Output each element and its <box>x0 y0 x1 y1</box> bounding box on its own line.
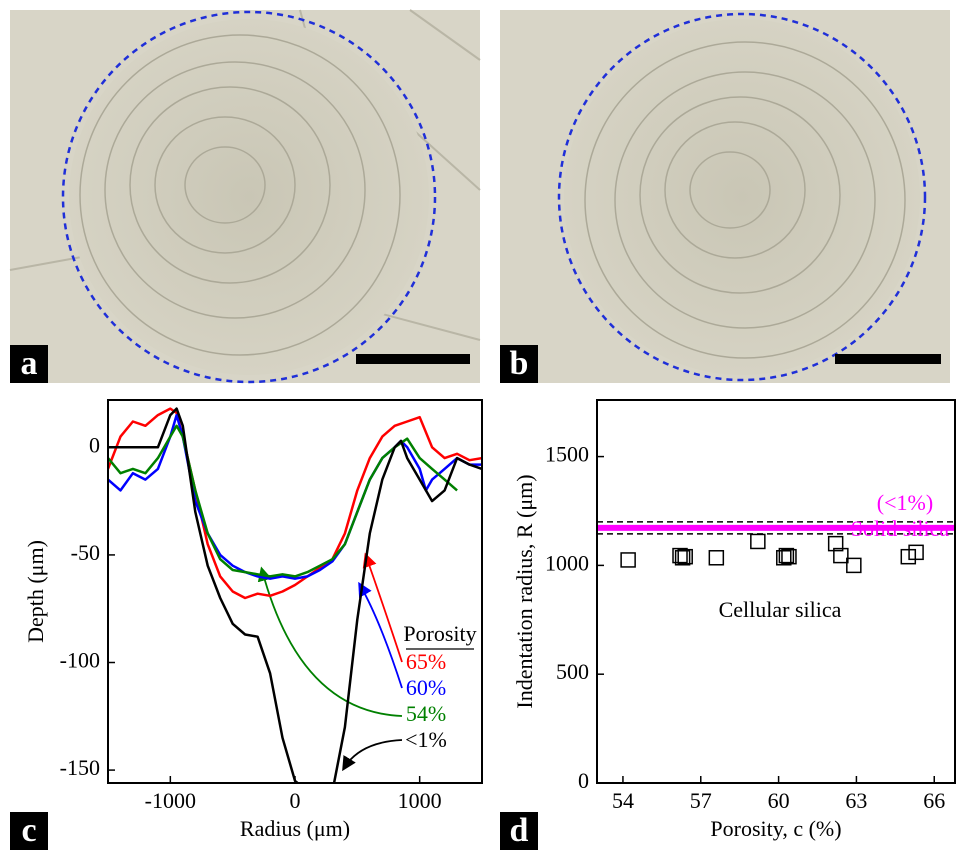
y-tick-label: 0 <box>89 432 100 457</box>
y-tick-label: -50 <box>71 540 100 565</box>
point <box>827 535 844 552</box>
x-tick-label: 1000 <box>398 788 442 813</box>
photo-a: a <box>9 9 481 384</box>
point <box>833 547 849 564</box>
x-tick-label: 60 <box>768 788 790 813</box>
annotation: Solid silica <box>851 516 950 541</box>
label-box <box>10 812 48 850</box>
plot-area <box>108 407 482 783</box>
x-axis-label: Porosity, c (%) <box>710 816 841 841</box>
x-tick-label: 54 <box>612 788 634 813</box>
y-axis-label: Indentation radius, R (μm) <box>512 474 537 708</box>
frame <box>107 399 483 784</box>
panel-label: c <box>21 812 36 849</box>
label-box <box>500 812 538 850</box>
band <box>597 524 955 531</box>
point <box>778 547 795 564</box>
x-tick-label: 63 <box>845 788 867 813</box>
annotation: Cellular silica <box>719 597 842 622</box>
y-tick-label: 1000 <box>545 550 589 575</box>
y-axis-label: Depth (μm) <box>23 540 48 643</box>
annotation: (<1%) <box>877 490 933 515</box>
y-tick-label: -100 <box>60 648 100 673</box>
arrows <box>257 552 403 772</box>
point <box>900 548 917 565</box>
chart: 54 57 60 63 66 0 500 1000 1500 Porosity, c (%) Ind… <box>512 399 956 841</box>
plot-area <box>597 521 955 574</box>
point <box>781 548 797 565</box>
x-axis-label: Radius (μm) <box>240 816 350 841</box>
y-tick-label: -150 <box>60 755 100 780</box>
panel-label: b <box>510 345 529 382</box>
point <box>708 550 725 566</box>
line-series <box>108 407 482 783</box>
chart: -1000 0 1000 0 -50 -100 -150 Radius (μm) Depth (… <box>23 399 483 841</box>
point <box>750 533 766 550</box>
panel-label: a <box>21 345 38 382</box>
legend-entry: 54% <box>406 701 446 726</box>
photo-b: b <box>500 10 950 383</box>
x-tick-label: 66 <box>923 788 945 813</box>
y-tick-label: 1500 <box>545 442 589 467</box>
point <box>672 547 688 564</box>
line-series <box>108 413 482 580</box>
point <box>674 550 691 566</box>
point <box>908 544 924 561</box>
legend-title: Porosity <box>403 621 476 646</box>
x-tick-label: 0 <box>290 788 301 813</box>
point <box>846 557 862 574</box>
y-tick-label: 500 <box>556 659 589 684</box>
point <box>620 552 636 568</box>
y-tick-label: 0 <box>578 768 589 793</box>
line-series <box>108 407 482 600</box>
x-tick-label: -1000 <box>145 788 196 813</box>
frame <box>596 399 956 784</box>
point <box>776 550 792 566</box>
panel-label: d <box>510 812 529 849</box>
legend-entry: <1% <box>405 727 447 752</box>
legend-entry: 65% <box>406 649 446 674</box>
legend-entry: 60% <box>406 675 446 700</box>
x-tick-label: 57 <box>690 788 712 813</box>
point <box>677 548 693 565</box>
